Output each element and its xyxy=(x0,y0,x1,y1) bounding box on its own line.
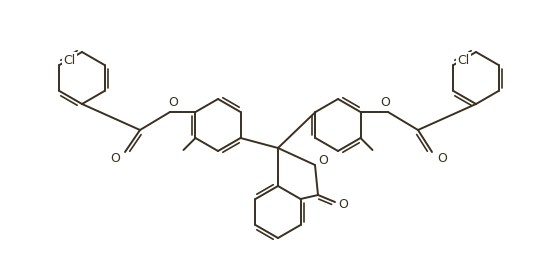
Text: O: O xyxy=(338,199,348,212)
Text: O: O xyxy=(380,97,390,110)
Text: O: O xyxy=(168,97,178,110)
Text: O: O xyxy=(110,153,120,165)
Text: Cl: Cl xyxy=(63,54,76,66)
Text: O: O xyxy=(437,153,447,165)
Text: Cl: Cl xyxy=(458,54,470,66)
Text: O: O xyxy=(318,153,328,166)
